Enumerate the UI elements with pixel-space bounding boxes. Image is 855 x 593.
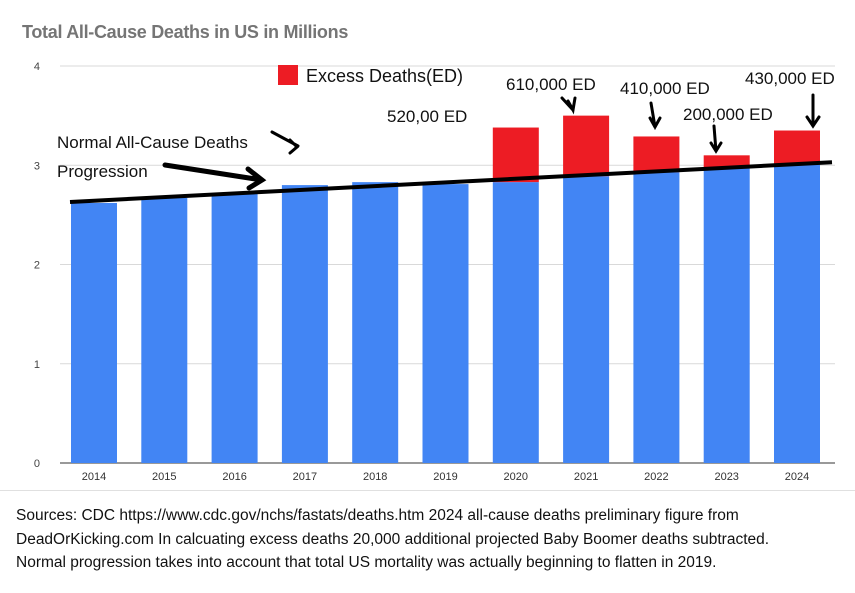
x-tick-label: 2014 bbox=[82, 471, 106, 483]
footer-line-3: Normal progression takes into account th… bbox=[16, 554, 717, 571]
annotation-2024: 430,000 ED bbox=[745, 69, 835, 88]
trend-label-line2: Progression bbox=[57, 162, 148, 181]
bar-total-deaths bbox=[281, 185, 328, 463]
bar-total-deaths bbox=[633, 172, 680, 463]
bar-total-deaths bbox=[211, 194, 258, 463]
y-tick-label: 1 bbox=[34, 359, 40, 371]
bar-excess-deaths bbox=[563, 115, 610, 177]
bar-total-deaths bbox=[352, 182, 399, 463]
arrow-icon bbox=[805, 93, 821, 129]
annotation-2020: 520,00 ED bbox=[387, 107, 467, 126]
y-tick-label: 2 bbox=[34, 260, 40, 272]
arrow-icon bbox=[709, 124, 723, 154]
trend-line bbox=[69, 160, 833, 204]
chart-title: Total All-Cause Deaths in US in Millions bbox=[22, 22, 349, 42]
x-tick-label: 2017 bbox=[293, 471, 317, 483]
y-tick-label: 0 bbox=[34, 458, 40, 470]
arrow-icon bbox=[162, 162, 267, 191]
divider bbox=[0, 490, 855, 491]
bar-chart: 2014 2015 2016 2017 2018 2019 2020 2021 2022 2023… bbox=[34, 61, 835, 483]
y-tick-label: 4 bbox=[34, 61, 40, 73]
bar-excess-deaths bbox=[703, 155, 750, 169]
x-tick-label: 2023 bbox=[714, 471, 738, 483]
x-tick-label: 2015 bbox=[152, 471, 176, 483]
x-tick-label: 2016 bbox=[222, 471, 246, 483]
footer-line-1: Sources: CDC https://www.cdc.gov/nchs/fa… bbox=[16, 507, 739, 524]
sources-note: Sources: CDC https://www.cdc.gov/nchs/fa… bbox=[16, 504, 769, 575]
bar-total-deaths bbox=[71, 202, 117, 463]
footer-line-2: DeadOrKicking.com In calcuating excess d… bbox=[16, 530, 770, 548]
bar-total-deaths bbox=[703, 168, 750, 464]
bar-excess-deaths bbox=[492, 127, 539, 183]
x-tick-label: 2022 bbox=[644, 471, 668, 483]
annotation-2023: 200,000 ED bbox=[683, 105, 773, 124]
x-tick-label: 2019 bbox=[433, 471, 457, 483]
x-tick-label: 2021 bbox=[574, 471, 598, 483]
bar-total-deaths bbox=[492, 182, 539, 463]
arrow-icon bbox=[648, 101, 662, 131]
bar-total-deaths bbox=[422, 184, 469, 464]
y-tick-label: 3 bbox=[34, 160, 40, 172]
bar-total-deaths bbox=[141, 198, 188, 463]
annotation-2022: 410,000 ED bbox=[620, 79, 710, 98]
x-tick-label: 2020 bbox=[504, 471, 528, 483]
legend-label-excess: Excess Deaths(ED) bbox=[306, 66, 463, 86]
bar-excess-deaths bbox=[633, 136, 680, 173]
bar-total-deaths bbox=[563, 176, 610, 464]
arrow-icon bbox=[270, 130, 300, 155]
arrow-icon bbox=[560, 96, 577, 115]
bar-excess-deaths bbox=[774, 130, 820, 165]
legend-swatch-excess bbox=[278, 65, 298, 85]
x-tick-label: 2024 bbox=[785, 471, 809, 483]
trend-label-line1: Normal All-Cause Deaths bbox=[57, 133, 248, 152]
annotation-2021: 610,000 ED bbox=[506, 75, 596, 94]
x-tick-label: 2018 bbox=[363, 471, 387, 483]
bar-total-deaths bbox=[774, 164, 820, 463]
